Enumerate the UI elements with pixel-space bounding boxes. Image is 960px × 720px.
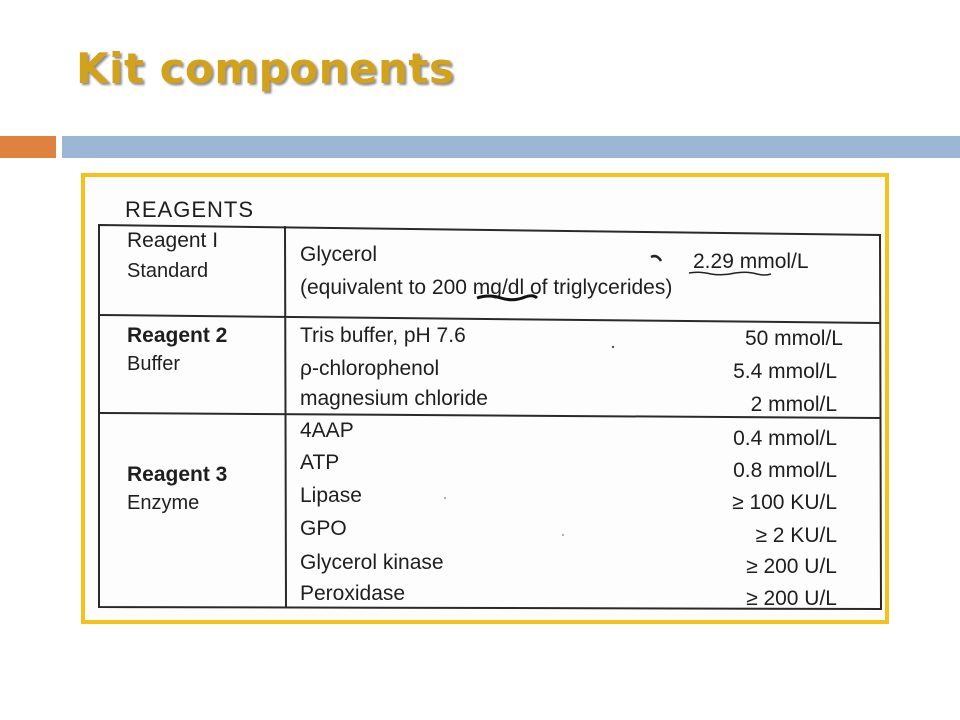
table-grid: [98, 223, 883, 611]
reagent-3-component-5-label: Glycerol kinase: [300, 551, 444, 574]
reagent-3-name: Reagent 3: [127, 463, 227, 486]
reagents-heading: REAGENTS: [125, 197, 254, 222]
reagent-1-role: Standard: [127, 260, 208, 282]
reagent-1-component-note: (equivalent to 200 mg/dl of triglyceride…: [300, 276, 672, 299]
reagent-2-component-3-value: 2 mmol/L: [751, 393, 837, 416]
reagent-1-component-label: Glycerol: [300, 243, 377, 266]
reagent-3-component-4-value: ≥ 2 KU/L: [755, 524, 837, 547]
reagent-3-component-3-label: Lipase: [300, 484, 362, 507]
handwritten-arrow-mark: [650, 254, 663, 262]
reagent-2-component-3-label: magnesium chloride: [300, 387, 488, 410]
table-row-divider-2: [98, 412, 881, 419]
reagent-2-component-1-value: 50 mmol/L: [745, 327, 843, 350]
reagent-3-component-5-value: ≥ 200 U/L: [746, 555, 837, 578]
reagent-3-component-2-label: ATP: [300, 451, 339, 474]
reagents-figure: REAGENTS Reagent I Standard Glycerol 2.2…: [81, 173, 889, 624]
reagent-3-component-3-value: ≥ 100 KU/L: [732, 491, 837, 514]
reagent-3-component-1-label: 4AAP: [300, 419, 354, 442]
reagent-3-component-6-label: Peroxidase: [300, 582, 405, 605]
reagent-2-name: Reagent 2: [127, 324, 227, 347]
scan-noise: [444, 345, 615, 536]
handwritten-underline-200: [476, 294, 539, 302]
accent-bar-orange: [0, 136, 56, 158]
reagent-2-component-2-value: 5.4 mmol/L: [733, 360, 837, 383]
slide-title: Kit components: [76, 44, 455, 93]
table-column-divider: [284, 225, 287, 608]
reagent-3-component-2-value: 0.8 mmol/L: [733, 459, 837, 482]
reagent-3-role: Enzyme: [127, 492, 199, 514]
accent-bar-blue: [62, 136, 960, 158]
reagent-1-name: Reagent I: [127, 229, 218, 252]
table-row-divider-1: [98, 314, 881, 324]
handwritten-underline-value: [688, 271, 772, 276]
reagent-2-component-2-label: ρ-chlorophenol: [300, 357, 439, 380]
reagent-3-component-1-value: 0.4 mmol/L: [733, 427, 837, 450]
reagent-3-component-6-value: ≥ 200 U/L: [746, 587, 837, 610]
table-outer-border: [98, 223, 883, 611]
reagent-2-role: Buffer: [127, 353, 180, 375]
reagent-1-component-value: 2.29 mmol/L: [693, 250, 809, 273]
scanned-reagents-table: REAGENTS Reagent I Standard Glycerol 2.2…: [98, 197, 883, 611]
reagent-3-component-4-label: GPO: [300, 517, 347, 540]
reagent-2-component-1-label: Tris buffer, pH 7.6: [300, 324, 466, 347]
